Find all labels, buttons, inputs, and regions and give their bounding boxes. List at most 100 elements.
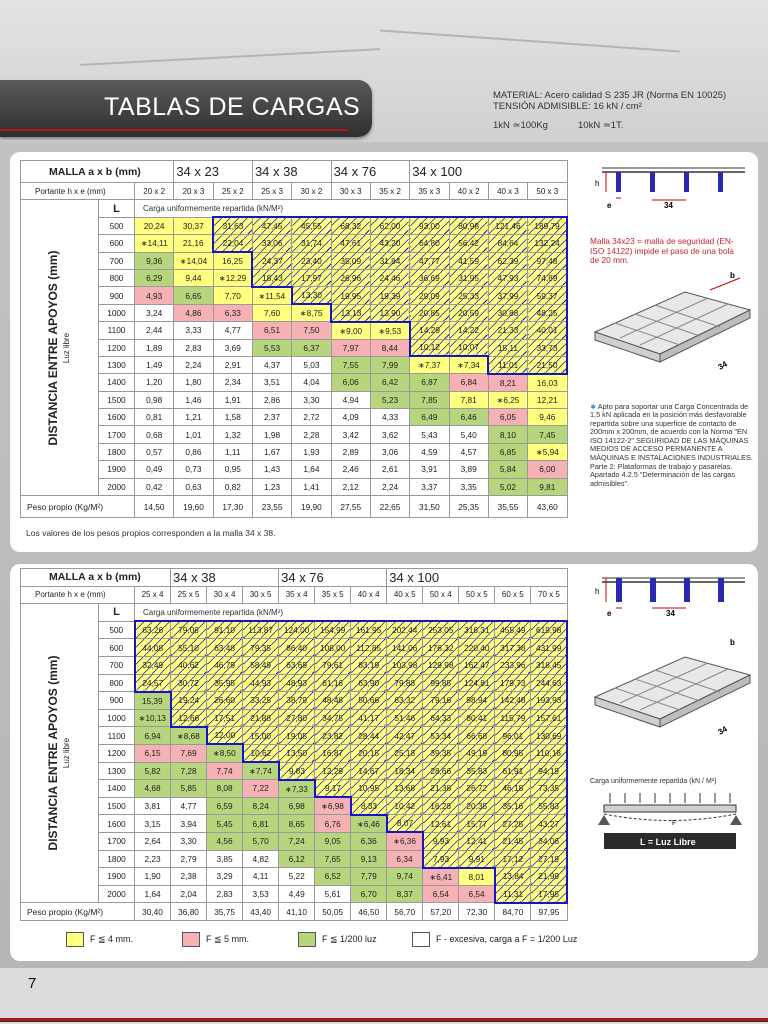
load-value-cell: 6,00 <box>527 460 568 479</box>
luz-libre-sub: Luz libre <box>61 738 71 769</box>
load-value-cell: 48,25 <box>527 303 569 323</box>
load-value-cell: 55,10 <box>170 638 208 657</box>
legend-item-yellow: F ≦ 4 mm. <box>66 932 133 947</box>
self-weight-cell: 35,55 <box>487 495 529 519</box>
load-value-cell: 3,94 <box>170 814 208 833</box>
load-value-cell: 58,49 <box>242 655 280 675</box>
load-value-cell: 79,35 <box>242 638 280 657</box>
load-value-cell: 6,54 <box>458 884 496 904</box>
load-value-cell: 30,88 <box>487 303 529 323</box>
load-value-cell: 1,58 <box>212 408 253 427</box>
load-value-cell: 17,12 <box>494 849 532 869</box>
load-value-cell: 23,40 <box>291 251 332 270</box>
load-value-cell: 179,73 <box>494 673 532 693</box>
load-value-cell: 4,57 <box>448 442 489 462</box>
table-row: 800 6,29 9,44 ∗12,29 18,43 17,97 26,96 24,46 36,… <box>21 268 569 288</box>
load-value-cell: 3,62 <box>369 425 411 444</box>
load-value-cell: ∗7,74 <box>242 761 280 781</box>
load-value-cell: 8,21 <box>487 373 529 392</box>
load-value-cell: 0,42 <box>133 477 175 497</box>
column-header: 35 x 5 <box>314 585 352 605</box>
load-value-cell: 80,98 <box>448 216 489 236</box>
load-value-cell: 161,95 <box>350 620 388 640</box>
load-value-cell: ∗7,37 <box>409 355 450 375</box>
load-value-cell: 4,04 <box>291 373 332 392</box>
load-value-cell: 4,49 <box>278 884 316 904</box>
load-value-cell: 64,80 <box>409 234 450 253</box>
mesh-series-header: 34 x 38 <box>170 568 280 587</box>
load-value-cell: 13,30 <box>290 286 332 306</box>
load-value-cell: 41,59 <box>448 251 489 270</box>
load-value-cell: 9,13 <box>350 849 388 869</box>
load-value-cell: 1,91 <box>212 390 253 410</box>
load-value-cell: 8,08 <box>206 779 244 798</box>
load-value-cell: 7,69 <box>170 743 208 763</box>
dim-b-label: b <box>730 271 735 280</box>
column-header: 30 x 3 <box>330 181 371 201</box>
luz-libre-sub: Luz libre <box>61 332 71 363</box>
load-value-cell: 5,45 <box>206 814 244 833</box>
span-length: 1200 <box>98 338 135 357</box>
load-value-cell: 1,01 <box>173 425 214 444</box>
load-value-cell: 3,33 <box>173 321 214 340</box>
load-value-cell: 4,68 <box>133 779 172 798</box>
load-value-cell: 12,61 <box>422 814 460 833</box>
load-value-cell: 18,43 <box>251 268 293 288</box>
table-row: 1500 3,81 4,77 6,59 8,24 6,98 ∗6,98 8,33 10,42 16… <box>21 796 569 816</box>
tension-text: TENSIÓN ADMISIBLE: 16 kN / cm² <box>493 101 642 112</box>
load-value-cell: 2,72 <box>291 408 332 427</box>
self-weight-cell: 30,40 <box>133 902 172 921</box>
dim-b-label: b <box>730 638 735 647</box>
self-weight-cell: 14,50 <box>133 495 175 519</box>
load-value-cell: 59,37 <box>527 286 569 305</box>
load-value-cell: 0,49 <box>133 460 175 479</box>
load-value-cell: 3,30 <box>170 831 208 851</box>
load-value-cell: 63,90 <box>350 673 388 693</box>
concentrated-load-text: Apto para soportar una Carga Concentrada… <box>590 401 753 488</box>
asterisk-icon: ∗ <box>590 401 597 411</box>
load-value-cell: 1,89 <box>133 338 175 357</box>
load-value-cell: 1,67 <box>251 442 293 462</box>
column-header: 25 x 3 <box>251 181 293 201</box>
load-value-cell: ∗5,94 <box>527 442 568 462</box>
dim-e-label: e <box>607 201 612 210</box>
title-bar: TABLAS DE CARGAS <box>0 80 372 137</box>
span-length: 800 <box>98 673 135 693</box>
dim-h-label: h <box>595 179 599 188</box>
load-value-cell: ∗14,11 <box>133 234 175 253</box>
load-value-cell: 83,19 <box>350 655 388 675</box>
load-value-cell: 14,67 <box>350 761 388 781</box>
table-row: 500 20,24 30,37 31,63 47,45 45,55 68,32 62,00 93… <box>21 216 569 236</box>
load-value-cell: 40,62 <box>170 655 208 675</box>
load-value-cell: 64,33 <box>422 708 460 728</box>
load-value-cell: 30,72 <box>170 673 208 693</box>
load-value-cell: 66,68 <box>458 726 496 745</box>
carga-label: Carga uniformemente repartida (kN/M²) <box>134 603 568 622</box>
load-value-cell: 1,64 <box>133 884 172 904</box>
load-value-cell: 16,03 <box>527 373 568 392</box>
mesh-series-header: 34 x 100 <box>409 160 568 183</box>
load-value-cell: 1,64 <box>291 460 332 479</box>
load-value-cell: 6,34 <box>386 849 424 869</box>
span-length: 1000 <box>98 708 135 728</box>
self-weight-cell: 19,60 <box>173 495 214 519</box>
load-value-cell: 3,29 <box>206 867 244 886</box>
load-value-cell: 2,61 <box>369 460 411 479</box>
peso-label: Peso propio (Kg/M²) <box>20 902 135 921</box>
load-value-cell: 2,12 <box>330 477 371 497</box>
legend-swatch-white <box>412 932 430 947</box>
safety-mesh-note: Malla 34x23 = malla de seguridad (EN-ISO… <box>590 236 734 265</box>
load-value-cell: 20,24 <box>133 216 175 236</box>
load-value-cell: 86,40 <box>278 638 316 657</box>
load-value-cell: 11,01 <box>487 355 529 375</box>
load-value-cell: 4,56 <box>206 831 244 851</box>
load-value-cell: 13,68 <box>386 779 424 798</box>
load-value-cell: 7,28 <box>170 761 208 781</box>
table-row: 1300 1,49 2,24 2,91 4,37 5,03 7,55 7,99 ∗7,37 ∗7,… <box>21 355 569 375</box>
table-row: 1600 3,15 3,94 5,45 6,81 8,65 6,76 ∗6,46 8,07 12,… <box>21 814 569 834</box>
profile-diagram-icon: h e 34 <box>595 167 745 210</box>
load-value-cell: ∗8,50 <box>206 743 244 763</box>
load-value-cell: 1,93 <box>291 442 332 462</box>
span-length: 1300 <box>98 355 135 375</box>
load-value-cell: 7,22 <box>242 779 280 798</box>
